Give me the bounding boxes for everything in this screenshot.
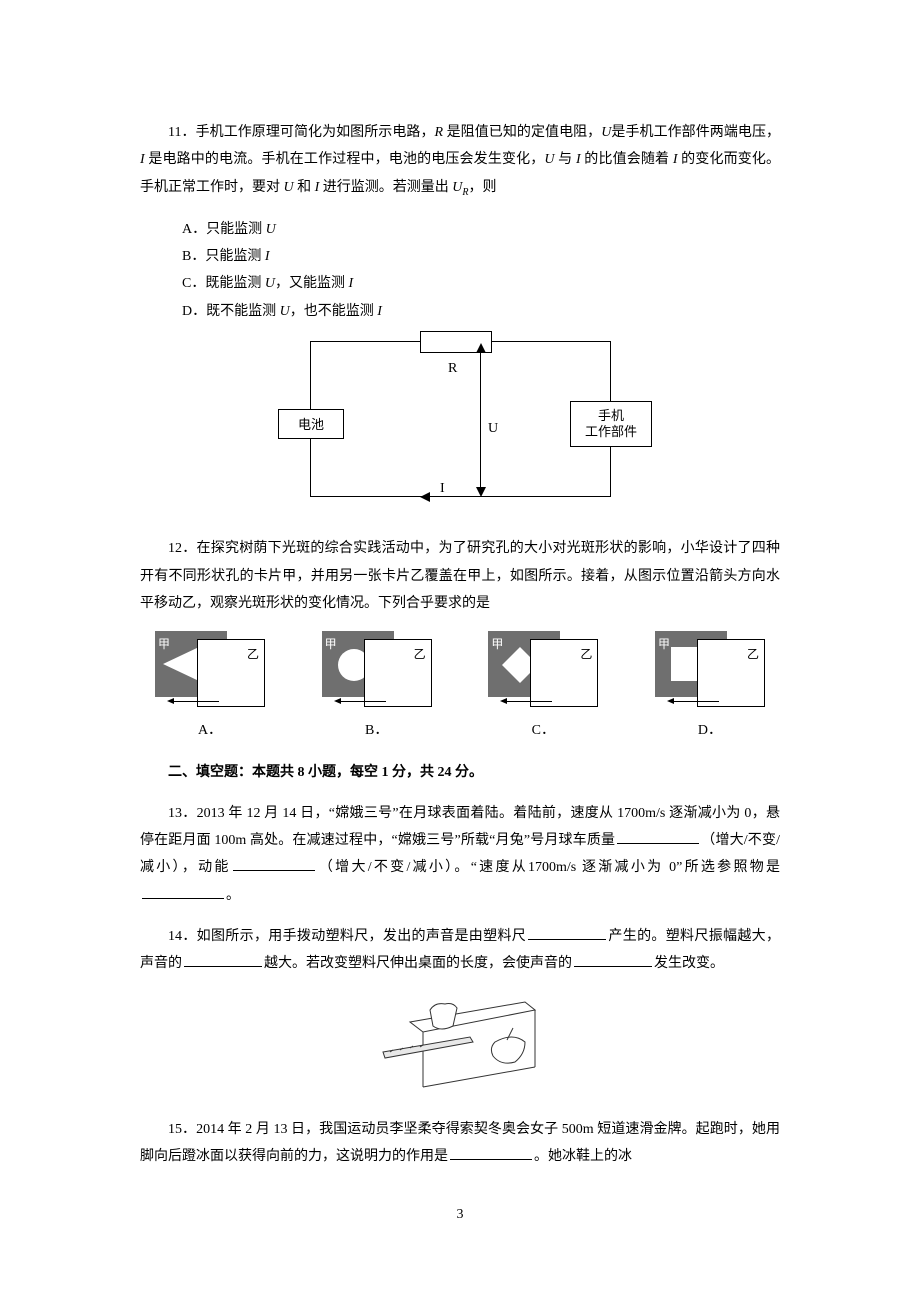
q12-caption-a: A． (198, 717, 222, 744)
q11-option-a: A．只能监测 U (140, 216, 780, 243)
q12-card-d: 甲 乙 D． (640, 631, 780, 744)
q11-stem: 11．手机工作原理可简化为如图所示电路，R 是阻值已知的定值电阻，U是手机工作部… (140, 119, 780, 202)
circuit-phone-part: 手机 工作部件 (570, 401, 652, 447)
q12-card-b: 甲 乙 B． (307, 631, 447, 744)
q11-circuit: R 电池 手机 工作部件 U I (140, 331, 780, 521)
circuit-I-label: I (440, 475, 445, 502)
q14-text: 14．如图所示，用手拨动塑料尺，发出的声音是由塑料尺产生的。塑料尺振幅越大，声音… (140, 923, 780, 978)
q12-cards-row: 甲 乙 A． 甲 乙 B． 甲 (140, 631, 780, 744)
q11-option-b: B．只能监测 I (140, 243, 780, 270)
q14-blank-2[interactable] (184, 952, 262, 967)
q11-option-d: D．既不能监测 U，也不能监测 I (140, 298, 780, 325)
circuit-battery: 电池 (278, 409, 344, 439)
q12-card-a: 甲 乙 A． (140, 631, 280, 744)
page-number: 3 (140, 1201, 780, 1228)
q11-option-c: C．既能监测 U，又能监测 I (140, 270, 780, 297)
q13-blank-1[interactable] (617, 829, 699, 844)
section2-title: 二、填空题：本题共 8 小题，每空 1 分，共 24 分。 (140, 759, 780, 786)
q15-text: 15．2014 年 2 月 13 日，我国运动员李坚柔夺得索契冬奥会女子 500… (140, 1116, 780, 1171)
q15-blank-1[interactable] (450, 1145, 532, 1160)
q13-blank-3[interactable] (142, 884, 224, 899)
circuit-U-label: U (488, 415, 498, 442)
q12-stem: 12．在探究树荫下光斑的综合实践活动中，为了研究孔的大小对光斑形状的影响，小华设… (140, 535, 780, 617)
circuit-R-label: R (448, 355, 457, 382)
q13-text: 13．2013 年 12 月 14 日，“嫦娥三号”在月球表面着陆。着陆前，速度… (140, 800, 780, 909)
q12-caption-b: B． (365, 717, 388, 744)
q12-caption-c: C． (532, 717, 555, 744)
page: 11．手机工作原理可简化为如图所示电路，R 是阻值已知的定值电阻，U是手机工作部… (0, 0, 920, 1302)
q14-figure (140, 992, 780, 1102)
q12-card-c: 甲 乙 C． (473, 631, 613, 744)
q13-blank-2[interactable] (233, 856, 315, 871)
q12-caption-d: D． (698, 717, 722, 744)
q14-blank-1[interactable] (528, 925, 606, 940)
q14-blank-3[interactable] (574, 952, 652, 967)
